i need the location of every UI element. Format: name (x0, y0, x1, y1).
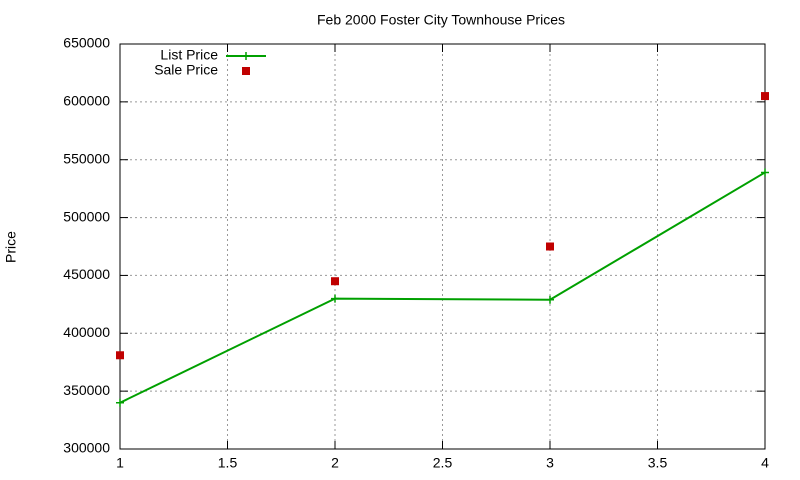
legend-marker (242, 52, 250, 60)
x-tick-label: 4 (761, 455, 769, 471)
point-marker (761, 92, 769, 101)
point-marker (761, 168, 769, 177)
y-tick-label: 300000 (63, 440, 110, 456)
legend-label: Sale Price (154, 62, 218, 78)
x-tick-label: 3 (546, 455, 554, 471)
y-tick-label: 350000 (63, 382, 110, 398)
point-marker (331, 294, 339, 303)
y-tick-label: 400000 (63, 324, 110, 340)
x-tick-label: 2.5 (433, 455, 453, 471)
y-tick-label: 500000 (63, 208, 110, 224)
x-tick-label: 1 (116, 455, 124, 471)
point-marker (331, 277, 339, 286)
point-marker (116, 398, 124, 407)
series-line (119, 171, 766, 404)
point-marker (546, 295, 554, 304)
legend-label: List Price (160, 47, 218, 63)
y-tick-label: 600000 (63, 93, 110, 109)
y-axis-label: Price (3, 231, 19, 263)
y-tick-label: 450000 (63, 266, 110, 282)
plot-frame (119, 43, 766, 450)
y-tick-label: 650000 (63, 35, 110, 51)
point-marker (546, 242, 554, 251)
y-tick-label: 550000 (63, 150, 110, 166)
x-tick-label: 3.5 (648, 455, 668, 471)
x-tick-label: 2 (331, 455, 339, 471)
point-marker (116, 351, 124, 360)
legend-marker (242, 67, 250, 75)
x-tick-label: 1.5 (218, 455, 238, 471)
chart-title: Feb 2000 Foster City Townhouse Prices (317, 12, 565, 28)
